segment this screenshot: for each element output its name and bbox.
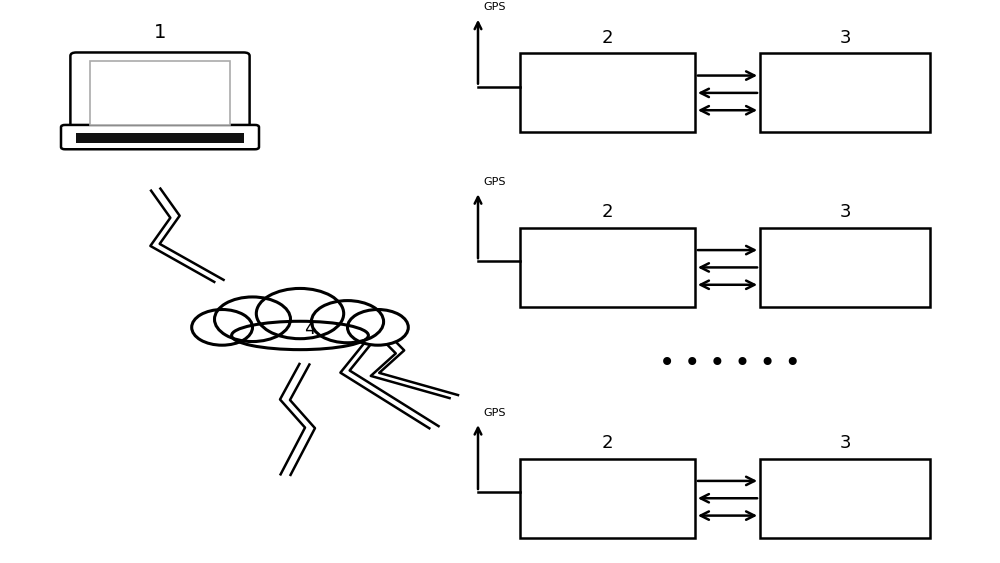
Bar bbox=[520, 459, 695, 538]
Bar bbox=[760, 228, 930, 307]
Text: 3: 3 bbox=[839, 434, 851, 452]
Bar bbox=[76, 132, 244, 144]
Ellipse shape bbox=[232, 321, 368, 350]
Bar bbox=[520, 228, 695, 307]
Ellipse shape bbox=[214, 297, 290, 342]
Bar bbox=[760, 459, 930, 538]
Text: 4: 4 bbox=[304, 320, 316, 338]
Ellipse shape bbox=[348, 310, 408, 345]
Text: GPS: GPS bbox=[483, 408, 506, 418]
Text: • • • • • •: • • • • • • bbox=[659, 349, 801, 377]
Ellipse shape bbox=[256, 288, 344, 339]
Text: 3: 3 bbox=[839, 203, 851, 221]
Bar bbox=[760, 53, 930, 132]
Text: GPS: GPS bbox=[483, 2, 506, 12]
Bar bbox=[90, 61, 230, 125]
Text: GPS: GPS bbox=[483, 177, 506, 187]
Text: 2: 2 bbox=[602, 29, 613, 47]
FancyBboxPatch shape bbox=[70, 52, 250, 133]
Text: 2: 2 bbox=[602, 434, 613, 452]
Text: 3: 3 bbox=[839, 29, 851, 47]
Ellipse shape bbox=[192, 310, 252, 345]
Ellipse shape bbox=[311, 301, 384, 343]
Text: 1: 1 bbox=[154, 23, 166, 42]
Bar bbox=[520, 53, 695, 132]
Text: 2: 2 bbox=[602, 203, 613, 221]
FancyBboxPatch shape bbox=[61, 125, 259, 149]
